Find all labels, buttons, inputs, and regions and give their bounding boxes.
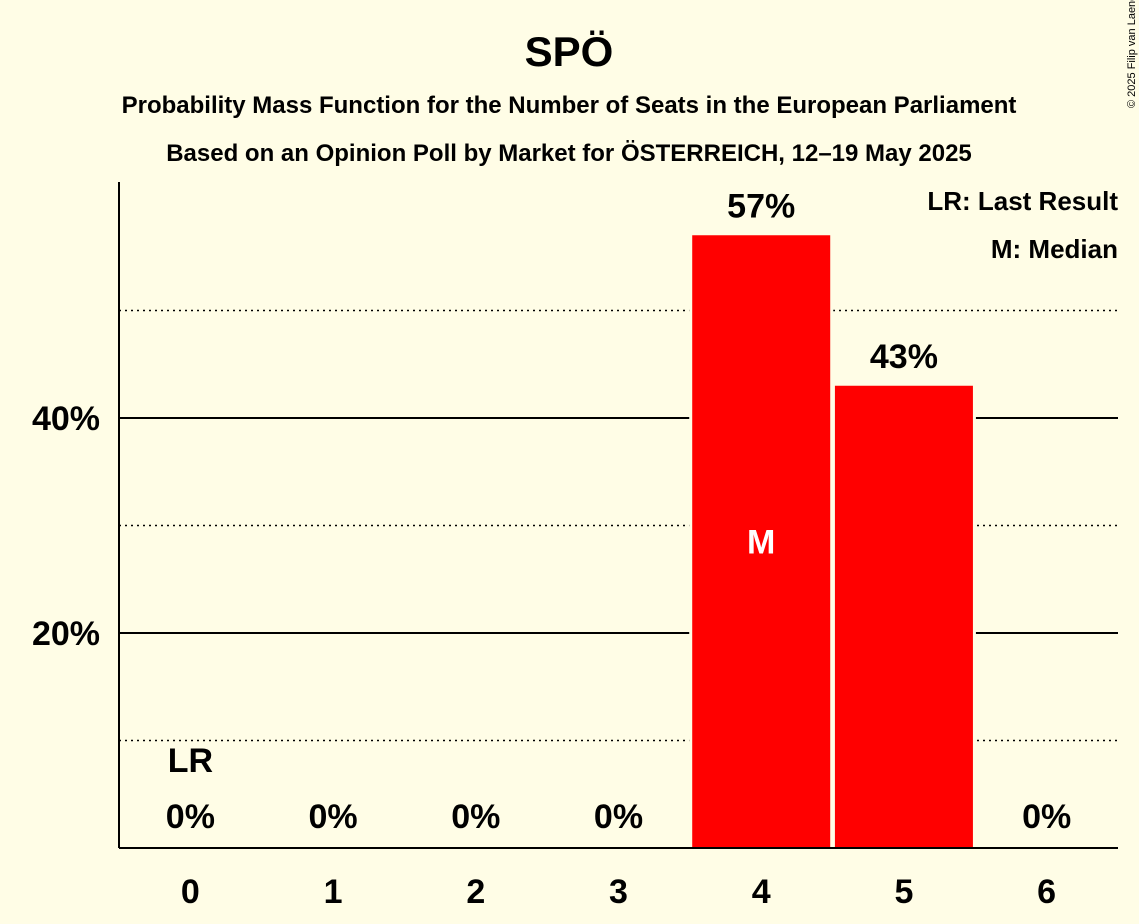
value-label-3: 0% bbox=[594, 798, 643, 836]
bar-5 bbox=[834, 385, 973, 848]
legend-median: M: Median bbox=[991, 234, 1118, 264]
value-label-2: 0% bbox=[451, 798, 500, 836]
y-axis-ticks: 20% 40% bbox=[32, 400, 100, 653]
legend-last-result: LR: Last Result bbox=[927, 186, 1118, 216]
value-label-4: 57% bbox=[727, 187, 795, 225]
chart-subtitle-line-1: Probability Mass Function for the Number… bbox=[122, 92, 1017, 119]
x-tick-label-2: 2 bbox=[466, 873, 485, 911]
x-tick-label-4: 4 bbox=[752, 873, 771, 911]
x-tick-label-1: 1 bbox=[324, 873, 343, 911]
x-tick-label-5: 5 bbox=[894, 873, 913, 911]
median-marker: M bbox=[747, 524, 775, 562]
x-tick-label-6: 6 bbox=[1037, 873, 1056, 911]
bar-4 bbox=[692, 235, 831, 848]
bar-labels: 0% 0% 0% 0% 57% 43% 0% M LR bbox=[166, 187, 1071, 836]
x-tick-label-3: 3 bbox=[609, 873, 628, 911]
bars bbox=[689, 232, 976, 848]
x-tick-label-0: 0 bbox=[181, 873, 200, 911]
y-tick-label: 40% bbox=[32, 400, 100, 438]
value-label-1: 0% bbox=[309, 798, 358, 836]
chart-subtitle-line-2: Based on an Opinion Poll by Market for Ö… bbox=[166, 140, 972, 167]
chart-title: SPÖ bbox=[525, 28, 614, 75]
value-label-6: 0% bbox=[1022, 798, 1071, 836]
x-axis-ticks: 0 1 2 3 4 5 6 bbox=[181, 873, 1056, 911]
value-label-5: 43% bbox=[870, 338, 938, 376]
y-tick-label: 20% bbox=[32, 615, 100, 653]
value-label-0: 0% bbox=[166, 798, 215, 836]
copyright-text: © 2025 Filip van Laenen bbox=[1126, 0, 1138, 108]
last-result-marker: LR bbox=[168, 742, 213, 780]
